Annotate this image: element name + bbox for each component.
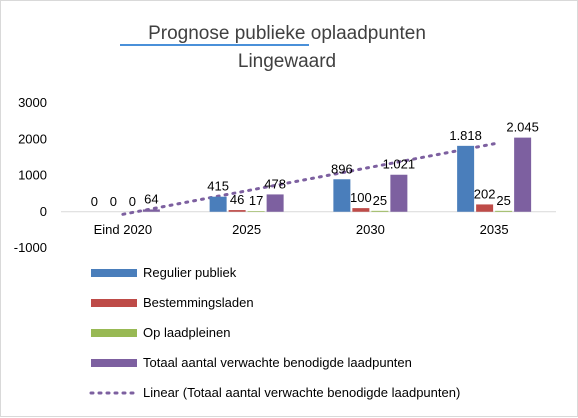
- data-label: 415: [207, 179, 229, 194]
- data-label: 2.045: [506, 120, 539, 135]
- bars: [142, 137, 532, 212]
- legend-label: Op laadpleinen: [143, 325, 230, 340]
- bar-op-laadpleinen: [247, 211, 265, 212]
- data-label: 0: [110, 194, 117, 209]
- bar-totaal-aantal-verwachte-benodigde-laadpunten: [390, 174, 408, 212]
- data-label: 17: [249, 193, 263, 208]
- legend-swatch: [91, 269, 137, 277]
- legend-swatch: [91, 299, 137, 307]
- legend-label: Totaal aantal verwachte benodigde laadpu…: [143, 355, 412, 370]
- y-tick-label: 2000: [18, 131, 47, 146]
- x-category-label: 2025: [232, 222, 261, 237]
- bar-totaal-aantal-verwachte-benodigde-laadpunten: [142, 209, 160, 212]
- y-axis: -1000 0 1000 2000 3000: [14, 95, 47, 255]
- bar-bestemmingsladen: [476, 204, 494, 212]
- legend: Regulier publiek Bestemmingsladen Op laadp…: [89, 265, 460, 400]
- chart-title-line-1: Prognose publieke oplaadpunten: [148, 23, 426, 44]
- data-label: 1.818: [449, 128, 482, 143]
- bar-regulier-publiek: [209, 196, 227, 212]
- data-label: 100: [350, 190, 372, 205]
- data-label: 46: [230, 192, 244, 207]
- legend-label: Bestemmingsladen: [143, 295, 254, 310]
- data-label: 202: [474, 186, 496, 201]
- bar-op-laadpleinen: [371, 210, 389, 212]
- data-label: 25: [496, 193, 510, 208]
- data-label: 896: [331, 161, 353, 176]
- x-category-label: Eind 2020: [94, 222, 153, 237]
- x-axis: Eind 2020 2025 2030 2035: [94, 222, 509, 237]
- legend-swatch: [91, 359, 137, 367]
- bar-regulier-publiek: [333, 179, 351, 212]
- y-tick-label: 3000: [18, 95, 47, 110]
- bar-totaal-aantal-verwachte-benodigde-laadpunten: [266, 194, 284, 212]
- x-category-label: 2035: [480, 222, 509, 237]
- data-label: 0: [91, 194, 98, 209]
- chart-title-line-2: Lingewaard: [238, 51, 336, 72]
- y-tick-label: -1000: [14, 240, 47, 255]
- bar-totaal-aantal-verwachte-benodigde-laadpunten: [514, 137, 532, 212]
- data-label: 0: [129, 194, 136, 209]
- bar-op-laadpleinen: [495, 210, 513, 212]
- data-label: 478: [264, 176, 286, 191]
- data-label: 25: [373, 193, 387, 208]
- trendline-linear: [121, 142, 496, 216]
- bar-regulier-publiek: [457, 145, 475, 212]
- legend-swatch: [91, 329, 137, 337]
- bar-bestemmingsladen: [228, 210, 246, 212]
- y-tick-label: 1000: [18, 168, 47, 183]
- trendline: [121, 142, 496, 216]
- bar-bestemmingsladen: [352, 208, 370, 212]
- legend-label: Linear (Totaal aantal verwachte benodigd…: [143, 385, 460, 400]
- legend-label: Regulier publiek: [143, 265, 237, 280]
- data-label: 64: [144, 191, 158, 206]
- x-category-label: 2030: [356, 222, 385, 237]
- data-label: 1.021: [383, 157, 416, 172]
- y-tick-label: 0: [40, 204, 47, 219]
